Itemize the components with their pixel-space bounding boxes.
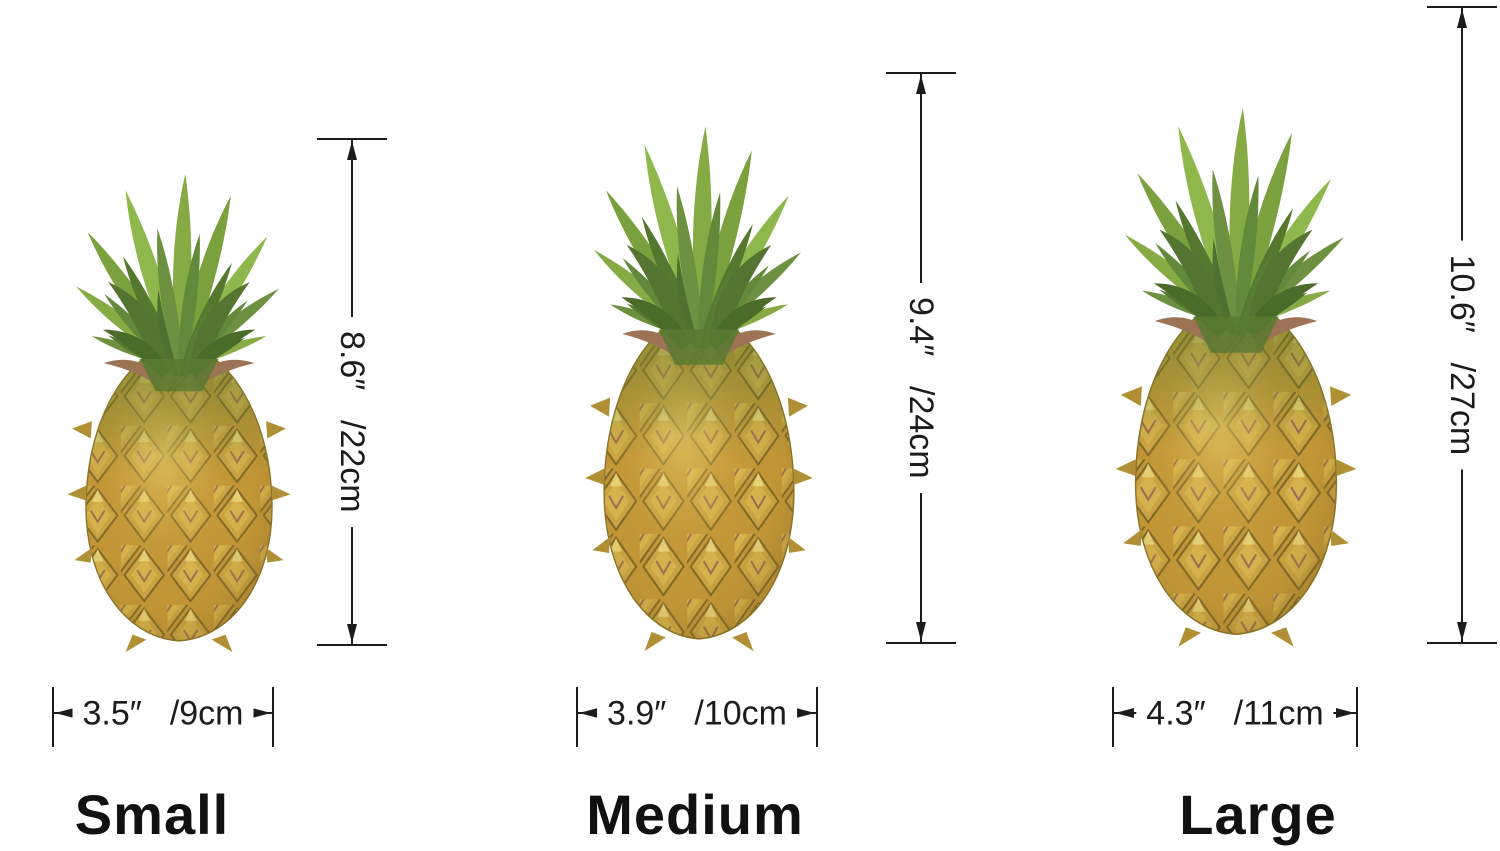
width-centimeters: /9cm [169, 694, 244, 733]
dimension-end-bar [52, 687, 54, 747]
width-centimeters: /11cm [1233, 694, 1324, 733]
height-inches: 8.6″ [333, 331, 371, 391]
dimension-end-bar [816, 687, 818, 747]
arrow-left-icon [1115, 708, 1134, 718]
width-inches: 3.9″ [607, 694, 667, 733]
arrow-down-icon [916, 622, 926, 641]
pineapple-medium-image [545, 76, 853, 662]
height-label-large: 10.6″ /27cm [1443, 240, 1481, 470]
arrow-up-icon [1457, 9, 1467, 28]
height-inches: 9.4″ [902, 297, 940, 357]
pineapple-illustration [545, 76, 853, 662]
arrow-right-icon [1336, 708, 1355, 718]
arrow-right-icon [796, 708, 815, 718]
pineapple-illustration [1073, 56, 1399, 658]
width-inches: 4.3″ [1146, 694, 1206, 733]
dimension-cap-bottom [317, 644, 387, 646]
height-inches: 10.6″ [1443, 254, 1481, 333]
dimension-cap-bottom [1427, 642, 1497, 644]
arrow-left-icon [55, 708, 74, 718]
height-label-medium: 9.4″ /24cm [902, 283, 940, 493]
arrow-up-icon [916, 75, 926, 94]
pineapple-illustration [28, 128, 330, 662]
dimension-end-bar [1112, 687, 1114, 747]
size-label-small: Small [74, 783, 230, 846]
arrow-up-icon [347, 141, 357, 160]
width-inches: 3.5″ [82, 694, 142, 733]
height-centimeters: /24cm [902, 386, 940, 479]
dimension-cap-bottom [886, 642, 956, 644]
arrow-right-icon [252, 708, 271, 718]
pineapple-large-image [1073, 56, 1399, 658]
dimension-end-bar [272, 687, 274, 747]
height-centimeters: /27cm [1443, 362, 1481, 456]
width-label-small: 3.5″ /9cm [72, 693, 254, 735]
height-centimeters: /22cm [333, 420, 371, 513]
arrow-down-icon [347, 624, 357, 643]
width-label-medium: 3.9″ /10cm [597, 693, 797, 735]
dimension-end-bar [576, 687, 578, 747]
arrow-down-icon [1457, 622, 1467, 641]
height-label-small: 8.6″ /22cm [333, 317, 371, 527]
arrow-left-icon [579, 708, 598, 718]
pineapple-small-image [28, 128, 330, 662]
dimension-end-bar [1356, 687, 1358, 747]
size-label-medium: Medium [586, 783, 804, 846]
width-label-large: 4.3″ /11cm [1136, 693, 1334, 735]
size-label-large: Large [1179, 783, 1337, 846]
width-centimeters: /10cm [694, 694, 787, 733]
